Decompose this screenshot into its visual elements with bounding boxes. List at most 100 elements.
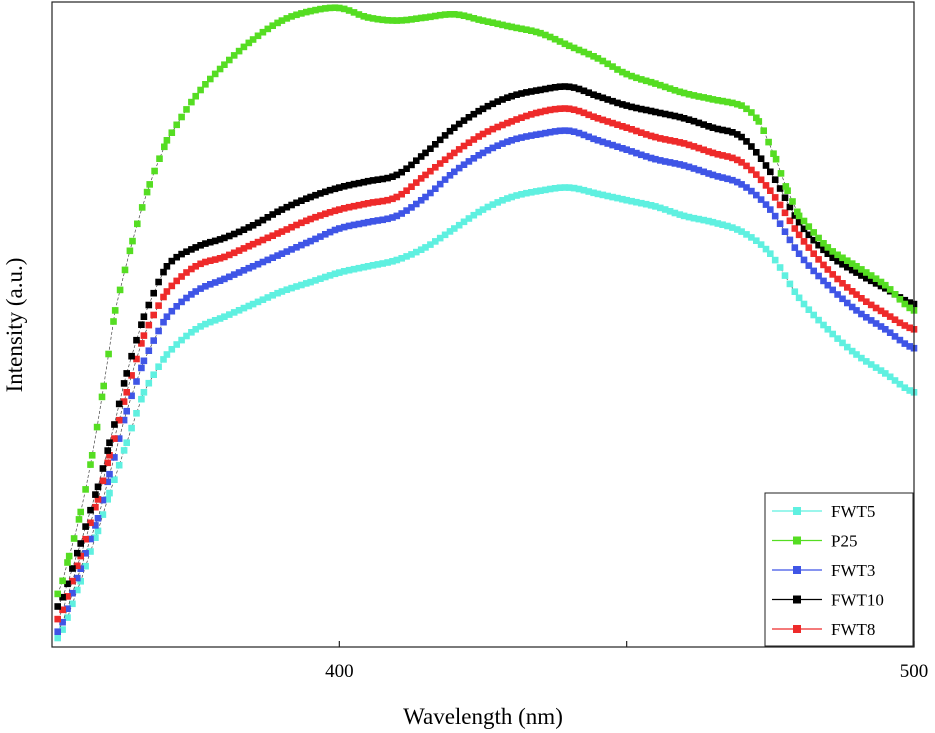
- series-p25-point: [98, 393, 106, 401]
- series-fwt10-point: [403, 165, 410, 172]
- series-p25-point: [532, 28, 540, 36]
- series-fwt5-point: [537, 187, 544, 194]
- series-fwt8-point: [680, 140, 688, 147]
- series-fwt3-point: [906, 343, 913, 350]
- series-fwt5-point: [140, 389, 148, 396]
- series-p25-point: [848, 260, 856, 267]
- series-fwt3-point: [795, 250, 803, 257]
- series-fwt8-point: [771, 194, 779, 201]
- series-fwt5-point: [64, 614, 71, 621]
- series-fwt10-point: [872, 280, 880, 287]
- series-fwt8-point: [757, 176, 765, 184]
- series-fwt10-point: [312, 191, 319, 199]
- series-fwt3-point: [479, 149, 487, 157]
- series-fwt8-point: [59, 606, 66, 614]
- series-fwt10-point: [844, 263, 851, 271]
- series-fwt5-point: [133, 410, 140, 417]
- series-fwt3-point: [360, 219, 368, 227]
- series-p25-point: [134, 220, 141, 228]
- series-p25-point: [619, 68, 626, 76]
- series-fwt8-point: [705, 148, 712, 155]
- series-fwt5-point: [345, 266, 353, 274]
- series-fwt10-point: [786, 203, 794, 211]
- series-fwt10-point: [499, 96, 506, 103]
- series-p25-point: [556, 38, 564, 45]
- series-fwt5-point: [504, 195, 511, 202]
- series-p25-point: [760, 127, 767, 134]
- series-fwt3-point: [140, 357, 148, 365]
- series-fwt5-point: [245, 302, 253, 310]
- series-fwt5-point: [393, 256, 401, 264]
- series-fwt3-point: [762, 201, 770, 208]
- series-fwt3-point: [886, 329, 894, 336]
- series-p25-point: [772, 155, 780, 163]
- series-fwt3-point: [484, 147, 492, 154]
- series-fwt5-point: [230, 309, 238, 316]
- series-fwt3-point: [863, 314, 870, 321]
- series-p25-point: [293, 11, 300, 19]
- series-p25-point: [188, 98, 195, 106]
- series-fwt5-point: [743, 231, 750, 238]
- series-fwt10-point: [87, 506, 94, 514]
- series-fwt3-point: [211, 279, 219, 286]
- series-p25-point: [216, 65, 224, 73]
- series-fwt10-point: [115, 400, 123, 408]
- series-p25-point: [422, 14, 429, 21]
- series-fwt5-point: [738, 228, 745, 235]
- series-fwt8-point: [393, 193, 401, 201]
- series-p25-point: [197, 86, 204, 94]
- series-fwt10-point: [432, 141, 439, 148]
- series-fwt5-point: [422, 244, 429, 251]
- series-p25-point: [64, 559, 71, 566]
- series-fwt8-point: [115, 416, 123, 424]
- series-fwt10-point: [422, 149, 429, 157]
- series-fwt5-point: [565, 184, 573, 191]
- series-fwt5-point: [303, 280, 310, 287]
- series-fwt5-point: [489, 201, 497, 208]
- series-p25-point: [810, 229, 817, 236]
- series-fwt10-point: [465, 114, 473, 121]
- series-fwt10-point: [417, 153, 425, 160]
- series-fwt3-point: [138, 364, 145, 372]
- series-fwt8-point: [192, 263, 199, 270]
- series-fwt8-point: [230, 249, 238, 257]
- series-fwt3-point: [719, 174, 726, 181]
- series-p25-point: [340, 5, 348, 13]
- series-p25-point: [379, 16, 386, 24]
- series-fwt8-point: [585, 111, 592, 119]
- series-fwt5-point: [556, 184, 564, 191]
- series-fwt8-point: [671, 138, 679, 145]
- series-fwt10-point: [278, 206, 286, 213]
- series-fwt3-point: [771, 212, 779, 220]
- series-p25-point: [724, 98, 731, 106]
- series-fwt5-point: [872, 364, 880, 371]
- series-fwt3-point: [221, 275, 228, 283]
- series-fwt8-point: [853, 291, 860, 298]
- series-fwt10-point: [619, 101, 626, 108]
- series-fwt10-point: [216, 236, 224, 243]
- series-fwt8-point: [824, 266, 832, 273]
- series-fwt5-point: [561, 184, 569, 191]
- series-fwt10-point: [475, 107, 482, 115]
- series-fwt10-point: [138, 321, 145, 328]
- series-p25-point: [666, 85, 674, 92]
- series-fwt8-point: [235, 247, 243, 254]
- series-fwt5-point: [791, 288, 799, 295]
- series-p25-point: [221, 61, 228, 68]
- series-fwt3-point: [729, 176, 736, 184]
- series-fwt8-point: [858, 295, 865, 302]
- series-fwt10-point: [69, 565, 76, 572]
- series-fwt3-point: [245, 264, 253, 272]
- series-fwt3-point: [676, 161, 684, 168]
- series-fwt10-point: [532, 87, 540, 94]
- series-fwt10-point: [738, 133, 745, 141]
- series-fwt5-point: [776, 264, 784, 271]
- series-fwt3-point: [647, 154, 655, 162]
- series-fwt10-point: [776, 185, 784, 192]
- series-fwt3-point: [374, 217, 382, 224]
- series-fwt8-point: [695, 144, 703, 152]
- series-fwt3-point: [709, 171, 717, 179]
- series-fwt3-point: [111, 454, 118, 461]
- legend-entry-fwt5: FWT5: [772, 502, 875, 521]
- series-fwt3-point: [580, 131, 588, 139]
